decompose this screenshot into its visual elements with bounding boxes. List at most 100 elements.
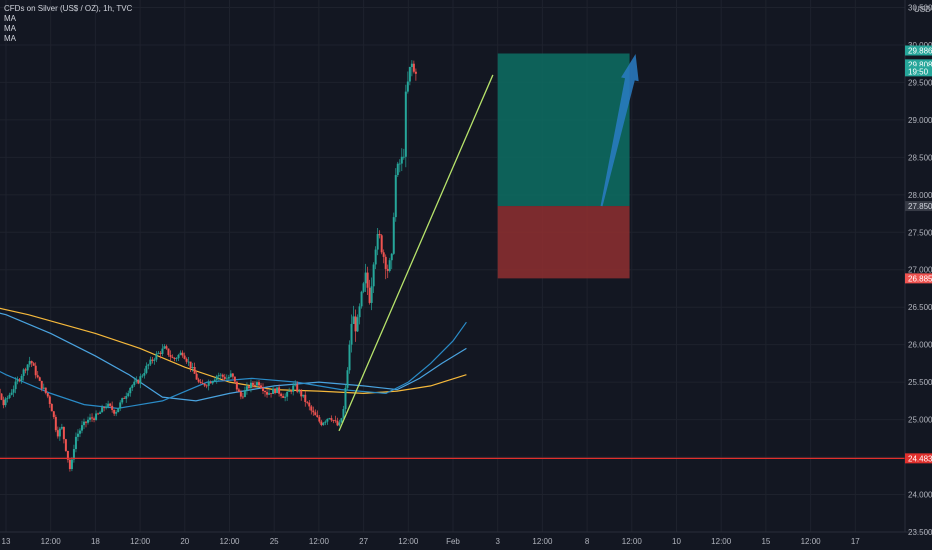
candle-171 bbox=[308, 402, 311, 407]
candle-152 bbox=[270, 393, 273, 395]
candle-41 bbox=[46, 393, 49, 397]
profit-zone[interactable] bbox=[497, 53, 630, 207]
candle-109 bbox=[183, 355, 186, 359]
candle-84 bbox=[133, 381, 136, 386]
time-axis-panel[interactable] bbox=[0, 532, 932, 550]
candle-69 bbox=[103, 407, 106, 409]
candle-145 bbox=[255, 382, 258, 386]
time-axis-labels: 13 12:00 18 12:00 20 12:00 25 12:00 27 12:00 Feb 3 1… bbox=[2, 537, 861, 546]
candle-57 bbox=[78, 430, 81, 434]
candle-60 bbox=[85, 421, 88, 423]
candle-146 bbox=[257, 382, 260, 386]
candle-63 bbox=[91, 417, 94, 419]
candle-212 bbox=[390, 253, 393, 261]
x-tick-label: 12:00 bbox=[130, 537, 151, 546]
candle-128 bbox=[221, 374, 224, 377]
x-tick-label: 3 bbox=[495, 537, 500, 546]
candle-120 bbox=[205, 385, 208, 387]
candle-73 bbox=[111, 405, 114, 410]
candle-198 bbox=[362, 283, 365, 292]
x-tick-label: 17 bbox=[851, 537, 860, 546]
target-arrow[interactable] bbox=[600, 53, 639, 207]
x-tick-label: 12:00 bbox=[532, 537, 553, 546]
candle-34 bbox=[32, 363, 35, 366]
y-tick-label: 26.000 bbox=[908, 341, 932, 350]
x-tick-label: 13 bbox=[2, 537, 11, 546]
candle-112 bbox=[189, 361, 192, 369]
candle-155 bbox=[276, 387, 279, 393]
price-tag-stop bbox=[905, 273, 932, 284]
x-tick-label: 12:00 bbox=[219, 537, 240, 546]
candle-18 bbox=[0, 393, 3, 400]
candle-180 bbox=[326, 418, 329, 422]
ma-legend-3[interactable]: MA bbox=[4, 34, 16, 43]
price-tag-countdown-label: 19:50 bbox=[908, 67, 929, 76]
price-tag-stop-label: 26.885 bbox=[908, 274, 932, 283]
x-tick-label: 18 bbox=[91, 537, 100, 546]
candle-44 bbox=[52, 411, 55, 417]
candle-94 bbox=[153, 359, 156, 361]
x-tick-label: 10 bbox=[672, 537, 681, 546]
chart-legend[interactable]: CFDs on Silver (US$ / OZ), 1h, TVC MA MA… bbox=[4, 4, 132, 44]
candle-51 bbox=[66, 450, 69, 460]
candle-21 bbox=[6, 397, 9, 399]
candle-163 bbox=[292, 385, 295, 392]
symbol-title[interactable]: CFDs on Silver (US$ / OZ), 1h, TVC bbox=[4, 4, 133, 13]
ma-line-3 bbox=[0, 321, 467, 409]
trendline[interactable] bbox=[338, 74, 494, 432]
candle-174 bbox=[314, 412, 317, 416]
candle-176 bbox=[318, 417, 321, 422]
ma-legend-1[interactable]: MA bbox=[4, 14, 16, 23]
ma-legend-2[interactable]: MA bbox=[4, 24, 16, 33]
candle-195 bbox=[356, 317, 359, 332]
x-tick-label: 27 bbox=[359, 537, 368, 546]
candle-222 bbox=[410, 63, 413, 68]
candle-175 bbox=[316, 415, 319, 418]
candle-101 bbox=[167, 348, 170, 356]
candle-40 bbox=[44, 387, 47, 394]
candle-179 bbox=[324, 421, 327, 423]
candle-138 bbox=[241, 396, 244, 398]
candle-58 bbox=[80, 425, 83, 431]
drawings[interactable] bbox=[0, 53, 905, 459]
candle-29 bbox=[22, 369, 25, 376]
candle-206 bbox=[378, 233, 381, 236]
grid-lines bbox=[0, 0, 905, 533]
candles bbox=[0, 60, 417, 472]
candle-17 bbox=[0, 388, 1, 394]
candle-68 bbox=[101, 407, 104, 413]
x-tick-label: 12:00 bbox=[398, 537, 419, 546]
candle-115 bbox=[195, 373, 198, 380]
x-tick-label: Feb bbox=[446, 537, 460, 546]
candle-187 bbox=[340, 418, 343, 423]
loss-zone[interactable] bbox=[497, 206, 630, 279]
candle-30 bbox=[24, 369, 27, 371]
candle-26 bbox=[16, 379, 19, 382]
candle-160 bbox=[286, 391, 289, 397]
price-axis-panel[interactable] bbox=[905, 0, 932, 532]
y-tick-label: 28.000 bbox=[908, 191, 932, 200]
candle-82 bbox=[129, 387, 132, 394]
candle-27 bbox=[18, 379, 21, 381]
candle-39 bbox=[42, 387, 45, 389]
candle-79 bbox=[123, 398, 126, 399]
candle-224 bbox=[414, 71, 417, 74]
x-tick-label: 25 bbox=[270, 537, 279, 546]
candle-148 bbox=[262, 387, 265, 392]
y-tick-label: 26.500 bbox=[908, 303, 932, 312]
candle-135 bbox=[235, 381, 238, 390]
candle-77 bbox=[119, 402, 122, 409]
price-tag-last-label: 29.808 bbox=[908, 60, 932, 69]
candle-207 bbox=[380, 235, 383, 253]
candle-65 bbox=[95, 413, 98, 420]
candle-110 bbox=[185, 358, 188, 362]
candle-47 bbox=[58, 428, 61, 437]
candle-22 bbox=[8, 394, 11, 398]
candle-75 bbox=[115, 412, 118, 414]
candle-61 bbox=[87, 419, 90, 423]
candle-76 bbox=[117, 408, 120, 413]
y-tick-label: 28.500 bbox=[908, 153, 932, 162]
x-tick-label: 12:00 bbox=[711, 537, 732, 546]
candle-218 bbox=[402, 156, 405, 158]
